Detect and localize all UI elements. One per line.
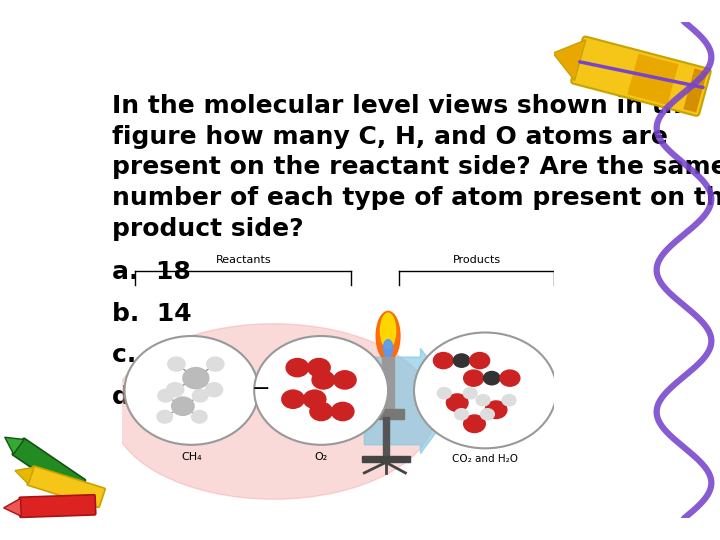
Circle shape: [502, 395, 516, 406]
Circle shape: [286, 359, 309, 377]
FancyBboxPatch shape: [571, 37, 711, 116]
Circle shape: [168, 357, 185, 371]
Ellipse shape: [112, 323, 436, 499]
Circle shape: [282, 390, 305, 408]
Bar: [383, 417, 389, 457]
Circle shape: [446, 394, 468, 411]
Circle shape: [454, 409, 469, 420]
Bar: [371, 409, 405, 419]
Circle shape: [463, 388, 477, 399]
Circle shape: [500, 370, 520, 386]
Polygon shape: [4, 498, 21, 516]
Circle shape: [205, 383, 222, 397]
Circle shape: [469, 353, 490, 369]
Circle shape: [331, 402, 354, 421]
Circle shape: [157, 410, 173, 423]
Circle shape: [303, 390, 326, 408]
Text: In the molecular level views shown in the
figure how many C, H, and O atoms are
: In the molecular level views shown in th…: [112, 94, 720, 240]
Text: b.  14: b. 14: [112, 302, 192, 326]
Circle shape: [476, 395, 490, 406]
Polygon shape: [15, 467, 34, 484]
Circle shape: [192, 389, 208, 402]
Circle shape: [485, 401, 507, 418]
FancyBboxPatch shape: [27, 466, 105, 508]
Text: Reactants: Reactants: [215, 255, 271, 265]
Circle shape: [183, 368, 209, 389]
Bar: [382, 357, 394, 411]
Circle shape: [414, 333, 557, 448]
Circle shape: [192, 410, 207, 423]
Circle shape: [310, 402, 333, 421]
Polygon shape: [5, 437, 24, 454]
Bar: [362, 456, 410, 462]
Circle shape: [171, 397, 194, 415]
Circle shape: [484, 372, 500, 385]
Bar: [627, 54, 678, 105]
Ellipse shape: [381, 313, 396, 348]
Circle shape: [125, 336, 258, 445]
FancyBboxPatch shape: [12, 438, 86, 496]
Circle shape: [464, 415, 485, 433]
Text: d.  4: d. 4: [112, 385, 174, 409]
Circle shape: [480, 409, 495, 420]
Circle shape: [158, 389, 174, 402]
FancyBboxPatch shape: [19, 495, 96, 517]
FancyArrow shape: [364, 348, 459, 454]
Text: Products: Products: [453, 255, 500, 265]
Ellipse shape: [377, 312, 400, 361]
Text: CH₄: CH₄: [181, 452, 202, 462]
Text: a.  18: a. 18: [112, 260, 191, 284]
Bar: [683, 69, 707, 112]
Circle shape: [307, 359, 330, 377]
Circle shape: [437, 388, 451, 399]
Circle shape: [207, 357, 224, 371]
Circle shape: [454, 354, 469, 367]
Text: CO₂ and H₂O: CO₂ and H₂O: [452, 454, 518, 464]
Polygon shape: [553, 40, 586, 80]
Text: −: −: [251, 379, 270, 399]
Circle shape: [254, 336, 388, 445]
Circle shape: [333, 371, 356, 389]
Circle shape: [433, 353, 454, 369]
Circle shape: [312, 371, 335, 389]
Ellipse shape: [383, 340, 393, 357]
Circle shape: [166, 383, 184, 397]
Circle shape: [464, 370, 484, 386]
Text: O₂: O₂: [315, 452, 328, 462]
Text: c.  6: c. 6: [112, 343, 171, 367]
